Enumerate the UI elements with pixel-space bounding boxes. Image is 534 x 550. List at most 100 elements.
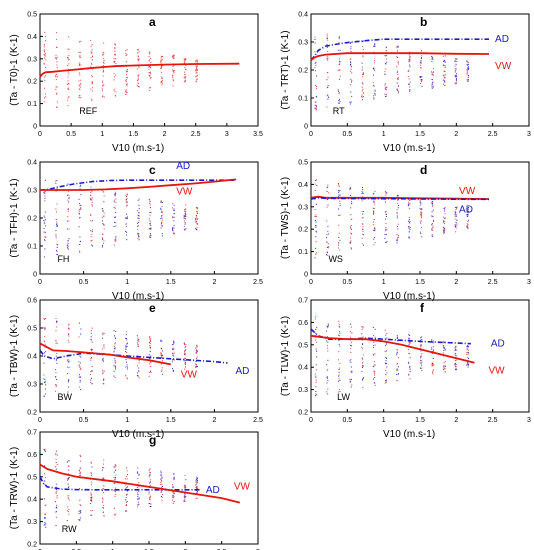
scatter-point	[160, 470, 162, 472]
scatter-point	[126, 231, 128, 233]
scatter-point	[115, 362, 117, 364]
scatter-point	[150, 66, 152, 68]
scatter-point	[468, 349, 470, 351]
scatter-point	[67, 494, 69, 496]
scatter-point	[408, 362, 410, 364]
scatter-point	[125, 345, 127, 347]
series-line-ad	[39, 476, 200, 491]
scatter-point	[374, 44, 376, 46]
scatter-point	[195, 61, 197, 63]
scatter-point	[114, 483, 116, 485]
scatter-point	[137, 210, 139, 212]
scatter-point	[115, 367, 117, 369]
scatter-point	[80, 204, 82, 206]
scatter-point	[385, 358, 387, 360]
scatter-point	[431, 61, 433, 63]
scatter-point	[350, 247, 352, 249]
scatter-point	[78, 51, 80, 53]
y-tick-label: 0.2	[298, 410, 308, 417]
scatter-point	[44, 352, 46, 354]
scatter-point	[420, 345, 422, 347]
scatter-point	[43, 256, 45, 258]
scatter-point	[420, 357, 422, 359]
scatter-point	[420, 58, 422, 60]
scatter-point	[362, 387, 364, 389]
scatter-point	[45, 36, 47, 38]
scatter-point	[185, 495, 187, 497]
scatter-point	[102, 246, 104, 248]
scatter-point	[148, 476, 150, 478]
scatter-point	[161, 369, 163, 371]
scatter-point	[125, 510, 127, 512]
scatter-point	[195, 215, 197, 217]
scatter-point	[385, 58, 387, 60]
scatter-point	[443, 79, 445, 81]
scatter-point	[386, 379, 388, 381]
scatter-point	[161, 486, 163, 488]
scatter-point	[314, 318, 316, 320]
scatter-point	[419, 339, 421, 341]
scatter-point	[455, 69, 457, 71]
scatter-point	[384, 350, 386, 352]
scatter-point	[68, 238, 70, 240]
scatter-point	[361, 346, 363, 348]
scatter-point	[316, 87, 318, 89]
scatter-point	[374, 45, 376, 47]
panel-letter: d	[420, 163, 427, 177]
scatter-point	[184, 353, 186, 355]
scatter-point	[150, 339, 152, 341]
scatter-point	[349, 360, 351, 362]
scatter-point	[326, 44, 328, 46]
scatter-point	[66, 247, 68, 249]
scatter-point	[114, 358, 116, 360]
scatter-point	[68, 361, 70, 363]
scatter-point	[55, 317, 57, 319]
scatter-point	[172, 230, 174, 232]
scatter-point	[431, 339, 433, 341]
scatter-point	[79, 250, 81, 252]
scatter-point	[374, 89, 376, 91]
scatter-point	[125, 54, 127, 56]
scatter-point	[173, 492, 175, 494]
scatter-point	[386, 192, 388, 194]
scatter-point	[184, 474, 186, 476]
scatter-point	[350, 42, 352, 44]
scatter-point	[150, 236, 152, 238]
scatter-point	[195, 481, 197, 483]
scatter-point	[421, 370, 423, 372]
scatter-point	[184, 496, 186, 498]
scatter-point	[161, 80, 163, 82]
scatter-point	[91, 82, 93, 84]
scatter-point	[195, 76, 197, 78]
scatter-point	[114, 343, 116, 345]
scatter-point	[56, 86, 58, 88]
scatter-point	[67, 208, 69, 210]
scatter-point	[101, 220, 103, 222]
scatter-point	[195, 347, 197, 349]
scatter-point	[362, 88, 364, 90]
scatter-point	[125, 348, 127, 350]
scatter-point	[361, 190, 363, 192]
scatter-point	[466, 70, 468, 72]
scatter-point	[443, 341, 445, 343]
scatter-point	[45, 67, 47, 69]
scatter-point	[431, 87, 433, 89]
scatter-point	[125, 347, 127, 349]
scatter-point	[396, 217, 398, 219]
scatter-point	[172, 79, 174, 81]
scatter-point	[90, 499, 92, 501]
scatter-point	[397, 70, 399, 72]
scatter-point	[466, 71, 468, 73]
scatter-point	[351, 341, 353, 343]
scatter-point	[196, 365, 198, 367]
scatter-point	[455, 209, 457, 211]
scatter-point	[138, 51, 140, 53]
scatter-point	[149, 484, 151, 486]
scatter-point	[80, 356, 82, 358]
scatter-point	[185, 215, 187, 217]
scatter-point	[161, 370, 163, 372]
scatter-point	[339, 345, 341, 347]
scatter-point	[184, 497, 186, 499]
scatter-point	[161, 77, 163, 79]
scatter-point	[338, 334, 340, 336]
